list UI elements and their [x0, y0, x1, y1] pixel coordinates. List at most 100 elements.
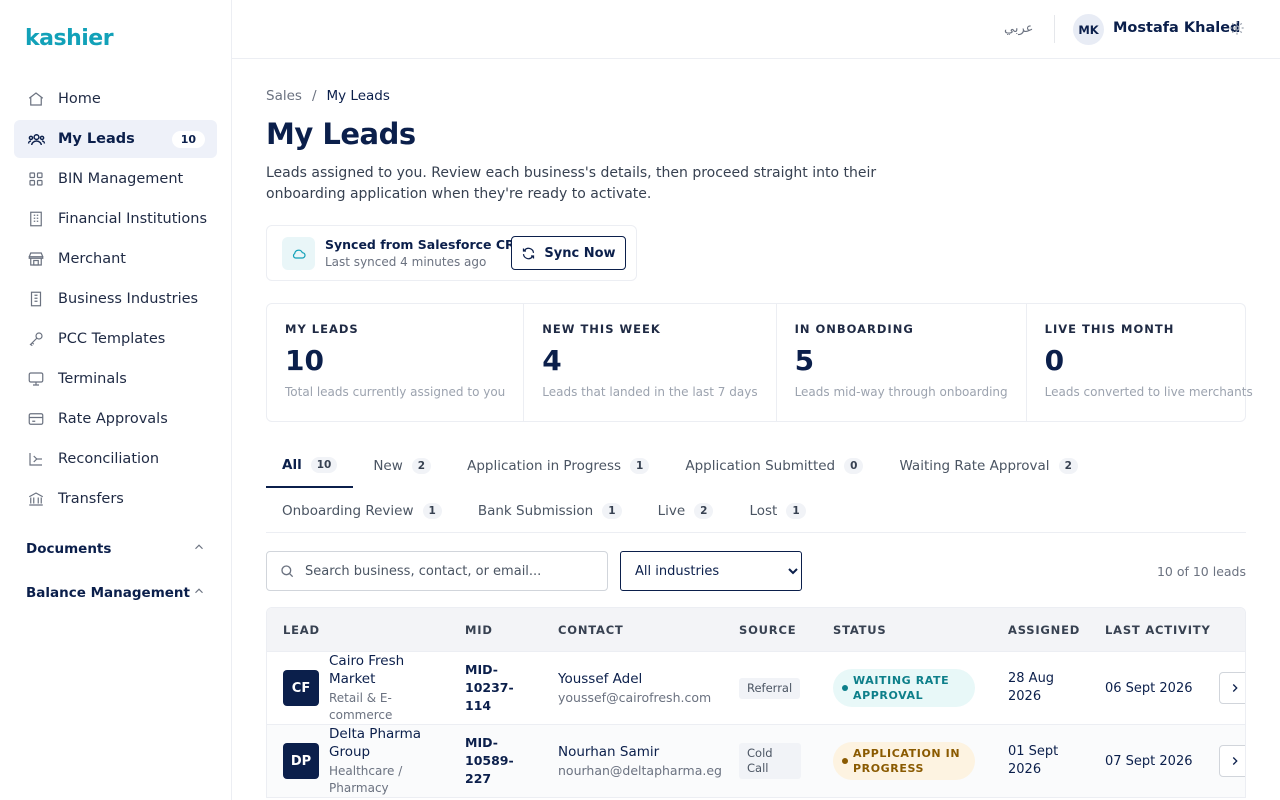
tab-label: Waiting Rate Approval	[899, 458, 1050, 474]
contact-cell: Nourhan Samir nourhan@deltapharma.eg	[558, 744, 722, 778]
sidebar-section-balance-management[interactable]: Balance Management	[26, 583, 206, 602]
col-header-last-activity[interactable]: LAST ACTIVITY	[1105, 622, 1211, 637]
section-label: Documents	[26, 540, 112, 557]
col-header-lead[interactable]: LEAD	[283, 622, 320, 637]
tab-label: Live	[657, 503, 686, 519]
stat-label: LIVE THIS MONTH	[1044, 322, 1175, 336]
sidebar-nav: Home My Leads 10 BIN Management Financia…	[14, 80, 217, 520]
mid-cell: MID-10237-114	[465, 662, 514, 713]
industry-filter-select[interactable]: All industries	[620, 551, 802, 591]
tab-count: 2	[1058, 458, 1078, 474]
tab-waiting-rate-approval[interactable]: Waiting Rate Approval 2	[883, 444, 1093, 488]
breadcrumb-parent[interactable]: Sales	[266, 88, 302, 104]
section-label: Balance Management	[26, 584, 190, 601]
sync-card: Synced from Salesforce CRM Last synced 4…	[266, 225, 637, 281]
stat-desc: Leads that landed in the last 7 days	[542, 385, 758, 399]
sidebar-item-transfers[interactable]: Transfers	[14, 480, 217, 518]
tab-live[interactable]: Live 2	[642, 489, 730, 533]
sync-now-button[interactable]: Sync Now	[511, 236, 626, 270]
contact-email[interactable]: youssef@cairofresh.com	[558, 690, 712, 705]
sidebar-item-merchant[interactable]: Merchant	[14, 240, 217, 278]
open-lead-button[interactable]	[1219, 745, 1245, 777]
stat-label: NEW THIS WEEK	[542, 322, 661, 336]
stat-new-this-week: NEW THIS WEEK 4 Leads that landed in the…	[524, 304, 777, 421]
open-lead-button[interactable]	[1219, 672, 1245, 704]
tab-count: 1	[786, 503, 806, 519]
lead-avatar: DP	[283, 743, 319, 779]
tab-label: Application Submitted	[685, 458, 836, 474]
sidebar-item-financial-institutions[interactable]: Financial Institutions	[14, 200, 217, 238]
sidebar-item-rate-approvals[interactable]: Rate Approvals	[14, 400, 217, 438]
col-header-mid[interactable]: MID	[465, 622, 493, 637]
tab-label: Onboarding Review	[282, 503, 414, 519]
search-icon	[279, 563, 295, 579]
cloud-icon	[282, 237, 315, 270]
leads-count-badge: 10	[171, 130, 205, 148]
home-icon	[26, 89, 46, 109]
col-header-status[interactable]: STATUS	[833, 622, 887, 637]
monitor-icon	[26, 369, 46, 389]
breadcrumb: Sales / My Leads	[266, 88, 390, 104]
tab-all[interactable]: All 10	[266, 444, 354, 488]
table-row[interactable]: CF Cairo Fresh Market Retail & E-commerc…	[267, 651, 1245, 724]
stat-label: MY LEADS	[285, 322, 359, 336]
sidebar-item-my-leads[interactable]: My Leads 10	[14, 120, 217, 158]
sidebar-item-bin-management[interactable]: BIN Management	[14, 160, 217, 198]
tab-row-2: Onboarding Review 1 Bank Submission 1 Li…	[266, 489, 822, 533]
sidebar-item-pcc-templates[interactable]: PCC Templates	[14, 320, 217, 358]
sidebar: kashier Home My Leads 10 BIN Management	[0, 0, 232, 800]
key-icon	[26, 329, 46, 349]
tab-count: 1	[602, 503, 622, 519]
lead-cell: CF Cairo Fresh Market Retail & E-commerc…	[283, 652, 429, 724]
search-input[interactable]	[305, 563, 595, 579]
search-box	[266, 551, 608, 591]
language-toggle[interactable]: عربي	[1004, 21, 1034, 36]
card-icon	[26, 409, 46, 429]
assigned-cell: 01 Sept 2026	[1008, 744, 1059, 777]
tab-application-submitted[interactable]: Application Submitted 0	[669, 444, 879, 488]
chevron-right-icon	[1228, 681, 1242, 695]
avatar[interactable]: MK	[1073, 14, 1104, 45]
tab-application-in-progress[interactable]: Application in Progress 1	[451, 444, 665, 488]
user-name[interactable]: Mostafa Khaled	[1113, 20, 1241, 36]
tab-bank-submission[interactable]: Bank Submission 1	[462, 489, 638, 533]
sidebar-item-reconciliation[interactable]: Reconciliation	[14, 440, 217, 478]
sync-now-label: Sync Now	[544, 245, 616, 261]
tab-count: 1	[422, 503, 442, 519]
sidebar-item-home[interactable]: Home	[14, 80, 217, 118]
contact-email[interactable]: nourhan@deltapharma.eg	[558, 763, 722, 778]
table-row[interactable]: DP Delta Pharma Group Healthcare / Pharm…	[267, 724, 1245, 797]
last-activity-cell: 07 Sept 2026	[1105, 753, 1193, 769]
lead-info: Cairo Fresh Market Retail & E-commerce	[329, 652, 429, 724]
gear-icon[interactable]	[1229, 20, 1245, 40]
sidebar-section-documents[interactable]: Documents	[26, 539, 206, 558]
lead-count: 10 of 10 leads	[1156, 564, 1246, 579]
source-badge: Cold Call	[739, 743, 801, 779]
kashier-logo[interactable]: kashier	[25, 26, 114, 51]
page-subtitle: Leads assigned to you. Review each busin…	[266, 165, 877, 202]
tab-lost[interactable]: Lost 1	[733, 489, 821, 533]
tab-label: All	[282, 457, 302, 473]
col-header-assigned[interactable]: ASSIGNED	[1008, 622, 1081, 637]
breadcrumb-separator: /	[311, 88, 317, 104]
col-header-contact[interactable]: CONTACT	[558, 622, 624, 637]
tab-label: New	[373, 458, 403, 474]
col-header-source[interactable]: SOURCE	[739, 622, 797, 637]
contact-cell: Youssef Adel youssef@cairofresh.com	[558, 671, 711, 705]
sidebar-item-terminals[interactable]: Terminals	[14, 360, 217, 398]
lead-name[interactable]: Delta Pharma Group	[329, 726, 422, 760]
tab-label: Lost	[749, 503, 778, 519]
stat-value: 4	[542, 344, 562, 377]
chevron-right-icon	[1228, 754, 1242, 768]
sync-title: Synced from Salesforce CRM	[325, 237, 528, 252]
office-icon	[26, 289, 46, 309]
tab-new[interactable]: New 2	[357, 444, 447, 488]
tab-count: 2	[694, 503, 714, 519]
tab-onboarding-review[interactable]: Onboarding Review 1	[266, 489, 458, 533]
stat-in-onboarding: IN ONBOARDING 5 Leads mid-way through on…	[777, 304, 1027, 421]
lead-name[interactable]: Cairo Fresh Market	[329, 653, 405, 687]
sidebar-item-business-industries[interactable]: Business Industries	[14, 280, 217, 318]
lead-industry: Healthcare / Pharmacy	[329, 764, 403, 795]
sidebar-item-label: Transfers	[58, 491, 124, 507]
lead-avatar: CF	[283, 670, 319, 706]
